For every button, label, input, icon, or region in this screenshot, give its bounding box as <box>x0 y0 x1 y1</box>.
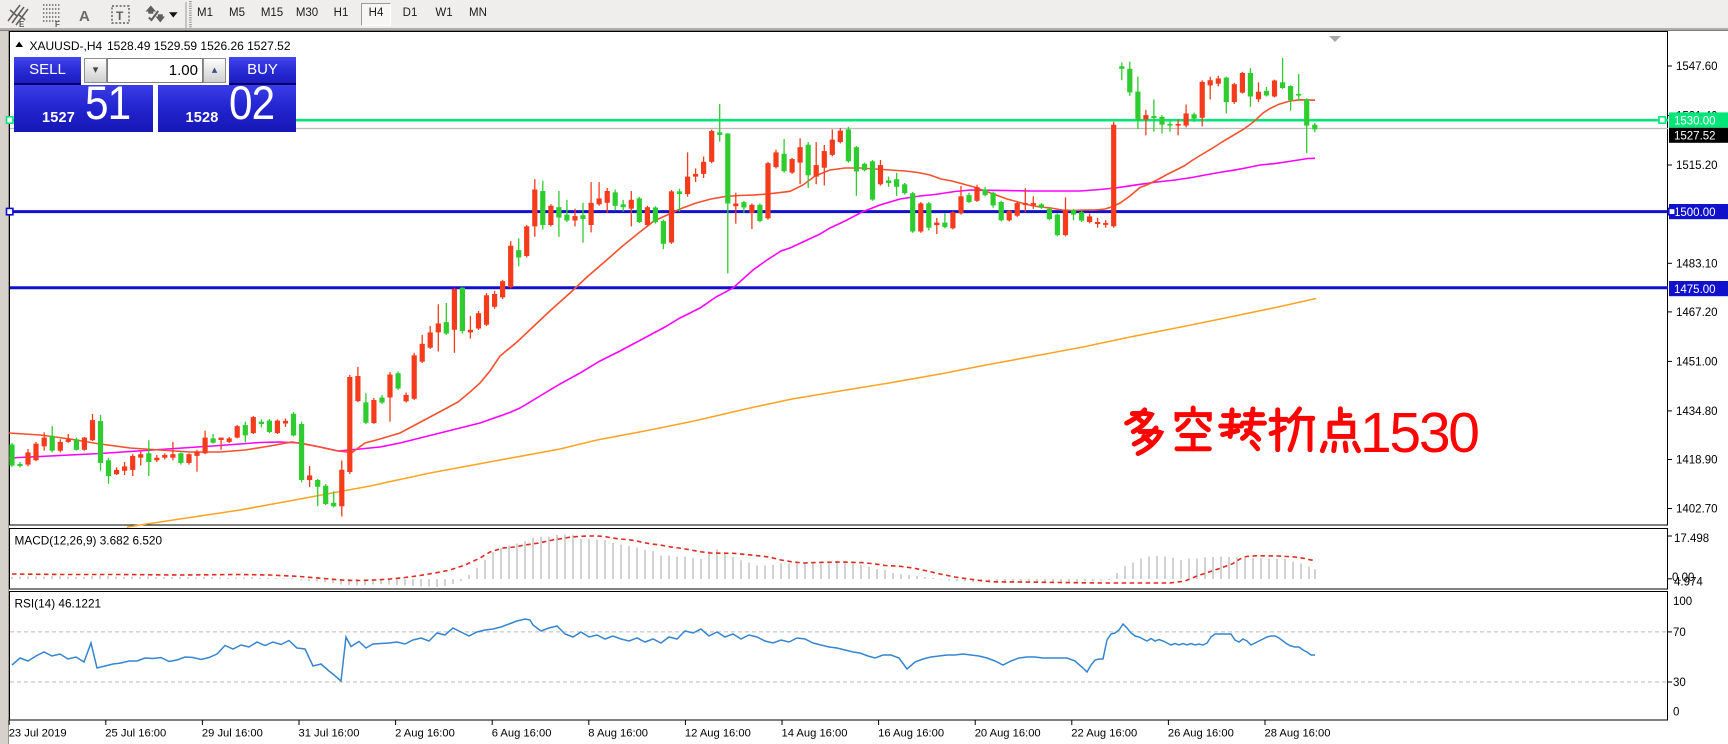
svg-text:1467.20: 1467.20 <box>1676 307 1718 319</box>
svg-text:12 Aug 16:00: 12 Aug 16:00 <box>685 728 751 740</box>
svg-text:14 Aug 16:00: 14 Aug 16:00 <box>782 728 848 740</box>
svg-text:20 Aug 16:00: 20 Aug 16:00 <box>975 728 1041 740</box>
svg-text:1500.00: 1500.00 <box>1674 207 1716 219</box>
svg-text:E: E <box>19 20 25 29</box>
svg-text:30: 30 <box>1673 677 1686 689</box>
svg-text:1475.00: 1475.00 <box>1674 284 1716 296</box>
svg-text:A: A <box>79 8 90 25</box>
svg-text:1402.70: 1402.70 <box>1676 504 1718 516</box>
svg-text:F: F <box>55 20 60 29</box>
svg-text:1434.80: 1434.80 <box>1676 406 1718 418</box>
svg-text:1530.00: 1530.00 <box>1674 116 1716 128</box>
svg-text:1528.49 1529.59 1526.26 1527.5: 1528.49 1529.59 1526.26 1527.52 <box>107 39 291 53</box>
svg-text:29 Jul 16:00: 29 Jul 16:00 <box>202 728 263 740</box>
svg-text:25 Jul 16:00: 25 Jul 16:00 <box>105 728 166 740</box>
svg-text:1527.52: 1527.52 <box>1674 131 1716 143</box>
svg-text:100: 100 <box>1673 596 1692 608</box>
svg-text:8 Aug 16:00: 8 Aug 16:00 <box>588 728 648 740</box>
svg-text:RSI(14) 46.1221: RSI(14) 46.1221 <box>15 597 102 611</box>
svg-text:6 Aug 16:00: 6 Aug 16:00 <box>492 728 552 740</box>
svg-text:1451.00: 1451.00 <box>1676 356 1718 368</box>
svg-text:1483.10: 1483.10 <box>1676 258 1718 270</box>
svg-text:70: 70 <box>1673 627 1686 639</box>
svg-text:1418.90: 1418.90 <box>1676 455 1718 467</box>
svg-text:17.498: 17.498 <box>1674 533 1709 545</box>
svg-text:31 Jul 16:00: 31 Jul 16:00 <box>299 728 360 740</box>
svg-text:28 Aug 16:00: 28 Aug 16:00 <box>1265 728 1331 740</box>
svg-text:0.00: 0.00 <box>1672 572 1694 584</box>
svg-text:MACD(12,26,9) 3.682 6.520: MACD(12,26,9) 3.682 6.520 <box>15 534 163 548</box>
svg-text:4.974: 4.974 <box>1674 577 1703 589</box>
svg-text:23 Jul 2019: 23 Jul 2019 <box>9 728 67 740</box>
svg-text:26 Aug 16:00: 26 Aug 16:00 <box>1168 728 1234 740</box>
svg-text:1515.20: 1515.20 <box>1676 160 1718 172</box>
svg-text:1530: 1530 <box>1360 401 1480 465</box>
svg-text:T: T <box>116 9 124 23</box>
svg-text:0: 0 <box>1673 707 1679 719</box>
svg-text:XAUUSD-,H4: XAUUSD-,H4 <box>30 39 103 53</box>
svg-text:22 Aug 16:00: 22 Aug 16:00 <box>1071 728 1137 740</box>
svg-text:16 Aug 16:00: 16 Aug 16:00 <box>878 728 944 740</box>
svg-text:2 Aug 16:00: 2 Aug 16:00 <box>395 728 455 740</box>
svg-text:1547.60: 1547.60 <box>1676 61 1718 73</box>
